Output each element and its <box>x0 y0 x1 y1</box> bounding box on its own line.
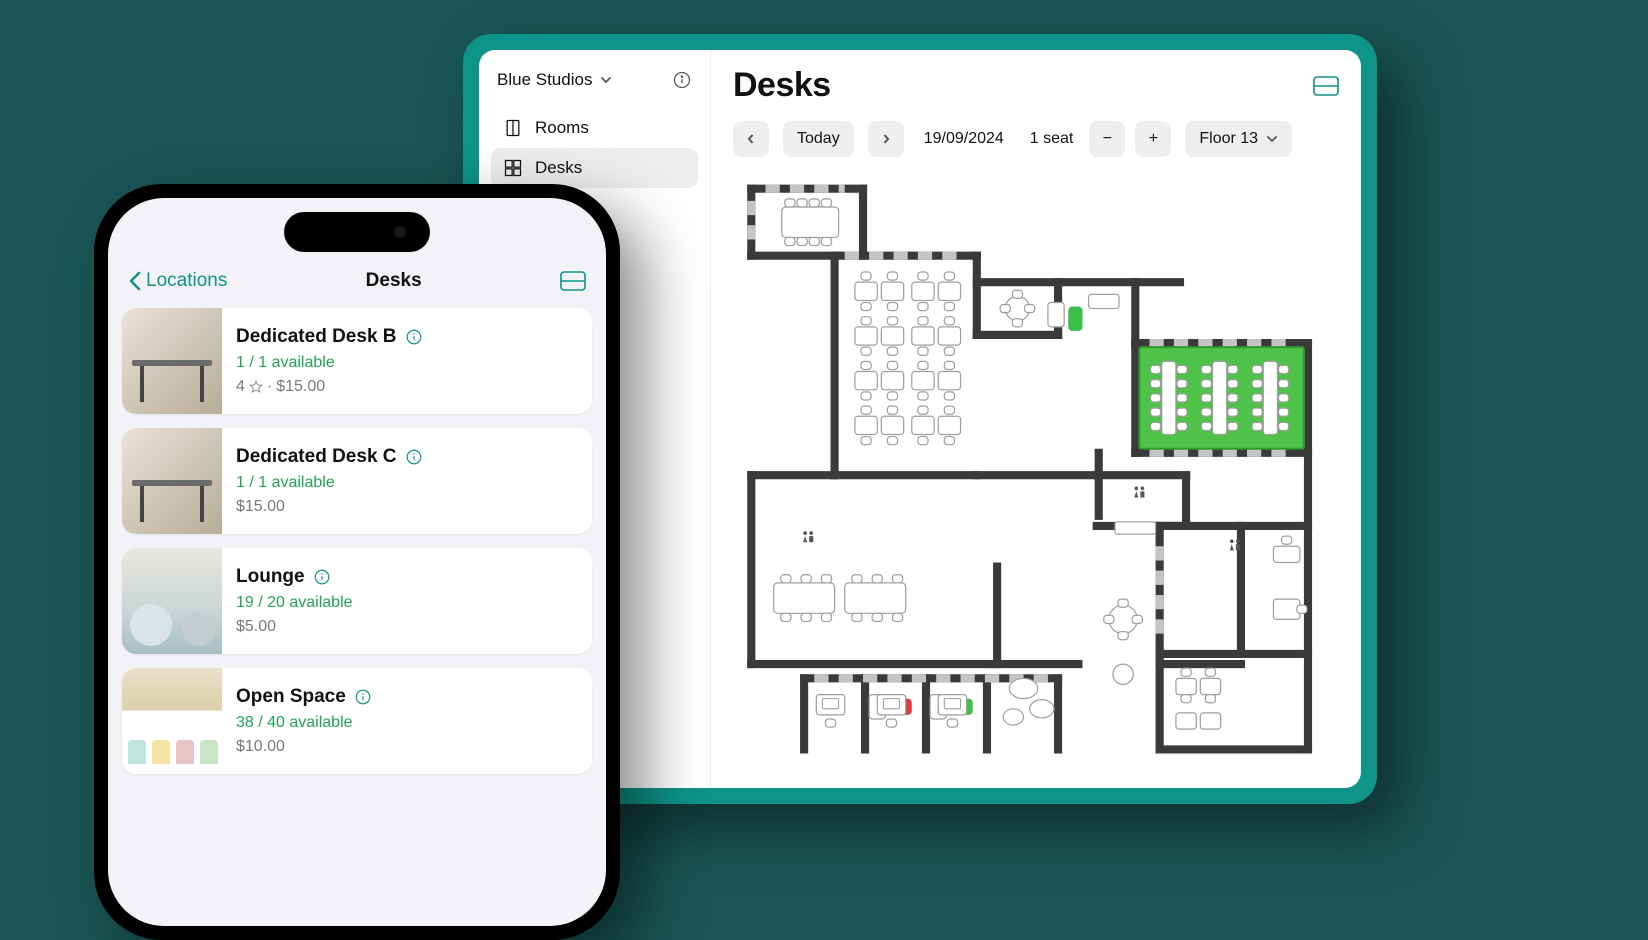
listing-body: Dedicated Desk C 1 / 1 available $15.00 <box>222 428 437 534</box>
page-title: Desks <box>366 270 422 292</box>
listing-price: 4 · $15.00 <box>236 378 423 396</box>
floorplan[interactable] <box>733 175 1339 788</box>
floor-selector[interactable]: Floor 13 <box>1185 121 1292 157</box>
today-label: Today <box>797 130 840 148</box>
listing-body: Dedicated Desk B 1 / 1 available 4 · $15.0… <box>222 308 437 414</box>
floor-label: Floor 13 <box>1199 130 1258 148</box>
listing-card[interactable]: Dedicated Desk B 1 / 1 available 4 · $15.0… <box>122 308 592 414</box>
prev-day-button[interactable] <box>733 121 769 157</box>
star-icon <box>249 380 263 394</box>
listing-rating: 4 <box>236 378 245 396</box>
listing-thumbnail <box>122 308 222 414</box>
sidebar-item-rooms[interactable]: Rooms <box>491 108 698 148</box>
info-icon[interactable] <box>405 448 423 466</box>
listing-thumbnail <box>122 428 222 534</box>
seat-count-label: 1 seat <box>1024 130 1080 148</box>
next-day-button[interactable] <box>868 121 904 157</box>
listing-thumbnail <box>122 668 222 774</box>
back-label: Locations <box>146 270 227 292</box>
listing-body: Lounge 19 / 20 available $5.00 <box>222 548 367 654</box>
phone-device: Locations Desks Dedicated Desk B 1 / 1 av… <box>94 184 620 940</box>
listing-title: Lounge <box>236 566 305 588</box>
chevron-down-icon <box>600 74 612 86</box>
toolbar: Today 19/09/2024 1 seat − + Floor 13 <box>733 121 1339 157</box>
listing-title: Dedicated Desk B <box>236 326 397 348</box>
today-button[interactable]: Today <box>783 121 854 157</box>
seat-minus-button[interactable]: − <box>1089 121 1125 157</box>
info-icon[interactable] <box>313 568 331 586</box>
listing-price: $5.00 <box>236 618 353 636</box>
view-toggle-icon[interactable] <box>1313 76 1339 96</box>
listing-availability: 38 / 40 available <box>236 714 372 732</box>
page-title: Desks <box>733 66 831 105</box>
listing-availability: 1 / 1 available <box>236 474 423 492</box>
sidebar-item-label: Rooms <box>535 118 589 138</box>
phone-notch <box>284 212 430 252</box>
grid-icon <box>503 158 523 178</box>
listing-availability: 19 / 20 available <box>236 594 353 612</box>
info-icon[interactable] <box>672 70 692 90</box>
listing-card[interactable]: Open Space 38 / 40 available $10.00 <box>122 668 592 774</box>
workspace-selector[interactable]: Blue Studios <box>497 70 612 90</box>
listing-price: $10.00 <box>236 738 372 756</box>
info-icon[interactable] <box>354 688 372 706</box>
tablet-main: Desks Today 19/09/2024 1 seat − + Floor … <box>711 50 1361 788</box>
listing-price: $15.00 <box>236 498 423 516</box>
listing-availability: 1 / 1 available <box>236 354 423 372</box>
listing-card[interactable]: Dedicated Desk C 1 / 1 available $15.00 <box>122 428 592 534</box>
view-toggle-icon[interactable] <box>560 271 586 291</box>
listing-thumbnail <box>122 548 222 654</box>
listing-title: Open Space <box>236 686 346 708</box>
seat-plus-button[interactable]: + <box>1135 121 1171 157</box>
chevron-left-icon <box>128 271 142 291</box>
date-display[interactable]: 19/09/2024 <box>918 130 1010 148</box>
listing-title: Dedicated Desk C <box>236 446 397 468</box>
sidebar-item-desks[interactable]: Desks <box>491 148 698 188</box>
door-icon <box>503 118 523 138</box>
listing-card[interactable]: Lounge 19 / 20 available $5.00 <box>122 548 592 654</box>
sidebar-item-label: Desks <box>535 158 582 178</box>
back-button[interactable]: Locations <box>128 270 227 292</box>
workspace-name: Blue Studios <box>497 70 592 90</box>
listing-list: Dedicated Desk B 1 / 1 available 4 · $15.0… <box>108 302 606 780</box>
phone-screen: Locations Desks Dedicated Desk B 1 / 1 av… <box>108 198 606 926</box>
info-icon[interactable] <box>405 328 423 346</box>
listing-body: Open Space 38 / 40 available $10.00 <box>222 668 386 774</box>
chevron-down-icon <box>1266 133 1278 145</box>
